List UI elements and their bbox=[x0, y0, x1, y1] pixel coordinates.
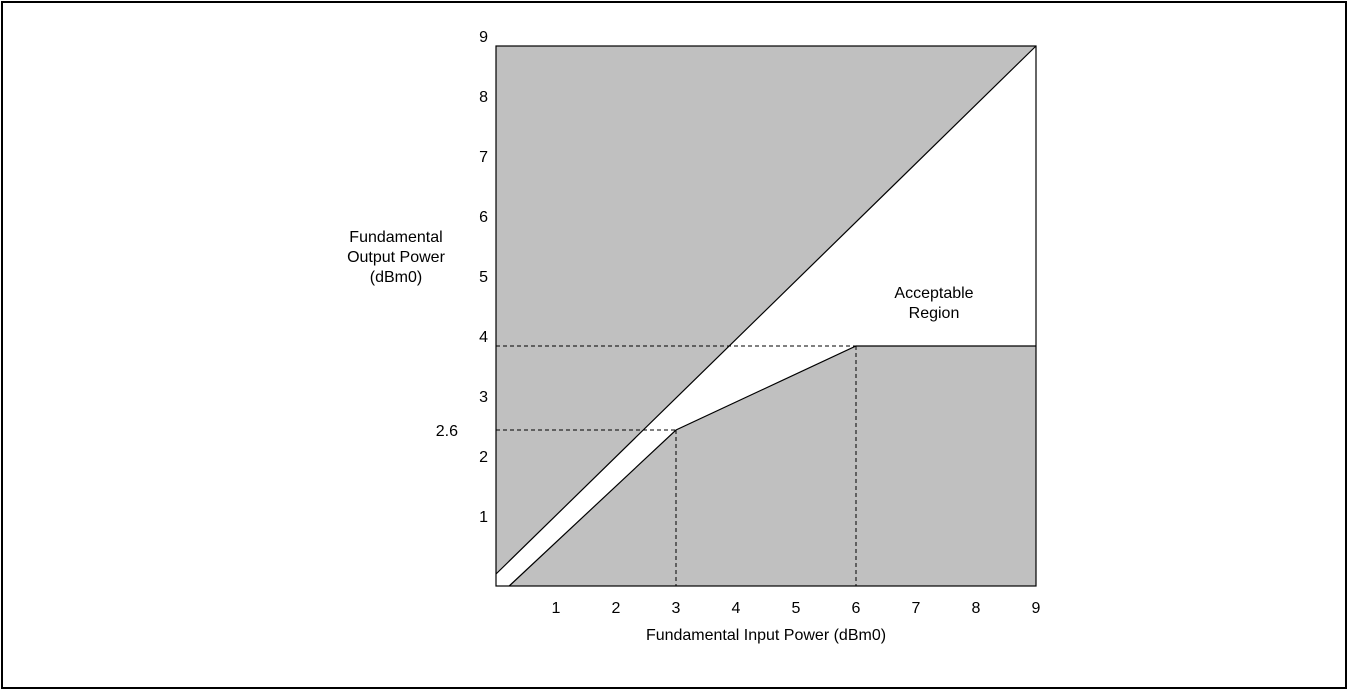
reference-lines bbox=[496, 345, 857, 586]
y-axis-tick-labels: 1 2 3 4 5 6 7 8 9 bbox=[479, 29, 488, 526]
x-axis-tick-labels: 1 2 3 4 5 6 7 8 9 bbox=[552, 600, 1041, 617]
lower-shaded-region bbox=[509, 346, 1036, 586]
region-label-line: Acceptable bbox=[894, 285, 973, 302]
plot-area bbox=[495, 45, 1037, 587]
y-tick-label: 5 bbox=[479, 269, 488, 286]
y-axis-label: Fundamental Output Power (dBm0) bbox=[347, 229, 446, 286]
x-tick-label: 3 bbox=[672, 600, 681, 617]
y-tick-label-2-6: 2.6 bbox=[436, 423, 458, 440]
y-tick-label: 2 bbox=[479, 449, 488, 466]
x-tick-label: 8 bbox=[972, 600, 981, 617]
x-tick-label: 9 bbox=[1032, 600, 1041, 617]
acceptable-region-label: Acceptable Region bbox=[894, 285, 973, 322]
y-tick-label: 7 bbox=[479, 149, 488, 166]
upper-limit-line bbox=[495, 45, 1037, 575]
plot-border bbox=[495, 45, 1037, 587]
y-axis-label-line: Fundamental bbox=[349, 229, 442, 246]
y-tick-label: 9 bbox=[479, 29, 488, 46]
lower-limit-line bbox=[508, 345, 1036, 587]
y-tick-label: 6 bbox=[479, 209, 488, 226]
x-tick-label: 1 bbox=[552, 600, 561, 617]
y-tick-label: 1 bbox=[479, 509, 488, 526]
x-tick-label: 6 bbox=[852, 600, 861, 617]
y-tick-label: 4 bbox=[479, 329, 488, 346]
y-tick-label: 8 bbox=[479, 89, 488, 106]
x-tick-label: 2 bbox=[612, 600, 621, 617]
x-tick-label: 4 bbox=[732, 600, 741, 617]
y-axis-label-line: (dBm0) bbox=[370, 269, 422, 286]
x-axis-label: Fundamental Input Power (dBm0) bbox=[646, 627, 886, 644]
region-label-line: Region bbox=[909, 305, 960, 322]
y-axis-label-line: Output Power bbox=[347, 249, 446, 266]
x-tick-label: 7 bbox=[912, 600, 921, 617]
x-tick-label: 5 bbox=[792, 600, 801, 617]
y-tick-label: 3 bbox=[479, 389, 488, 406]
